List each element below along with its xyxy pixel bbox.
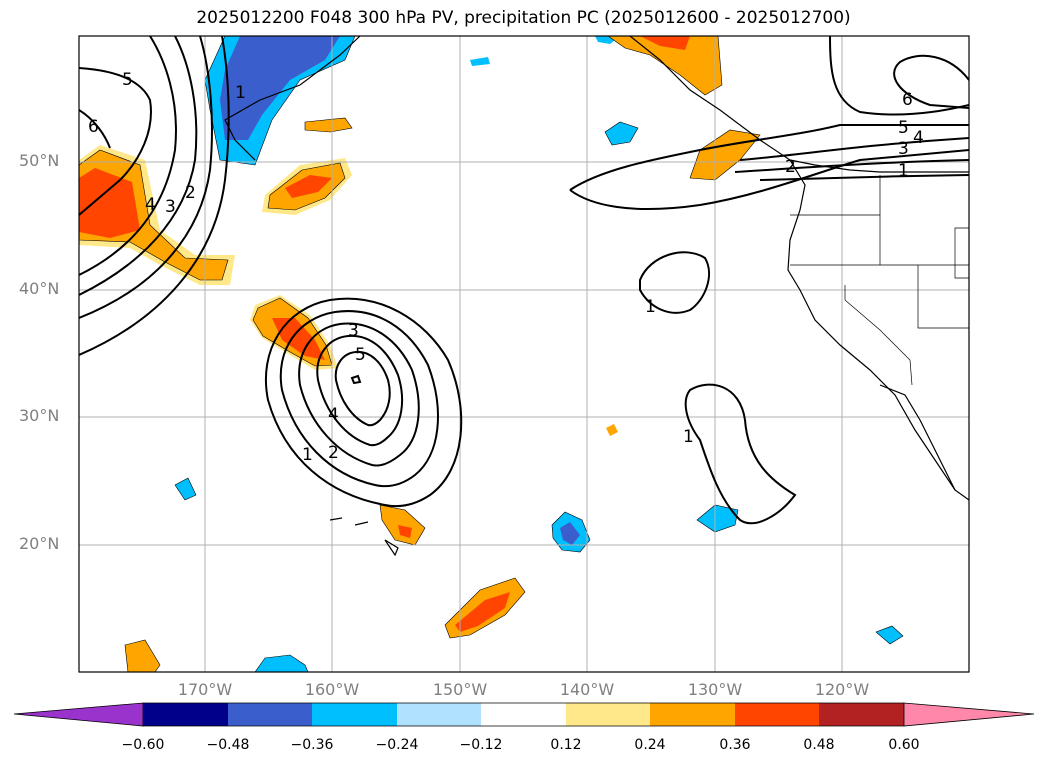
pv-contours	[79, 36, 969, 525]
colorbar-tick-label: 0.24	[634, 737, 666, 753]
contour-label: 3	[165, 197, 176, 217]
coastlines	[224, 36, 969, 557]
state-borders	[790, 175, 969, 386]
colorbar-swatch	[228, 703, 312, 726]
map-title: 2025012200 F048 300 hPa PV, precipitatio…	[196, 8, 851, 28]
colorbar-tick-label: −0.48	[206, 737, 250, 753]
contour-label: 5	[898, 118, 909, 138]
contour-label: 2	[185, 183, 196, 203]
longitude-label: 150°W	[432, 680, 488, 699]
latitude-label: 30°N	[19, 406, 60, 425]
colorbar-swatch	[819, 703, 904, 726]
contour-label: 3	[348, 321, 359, 341]
contour-label: 1	[302, 445, 313, 465]
colorbar-tick-label: 0.12	[550, 737, 582, 753]
colorbar-tick-label: 0.48	[803, 737, 835, 753]
colorbar	[13, 702, 1035, 727]
contour-label: 4	[145, 195, 156, 215]
contour-label: 5	[122, 70, 133, 90]
contour-label: 1	[683, 427, 694, 447]
contour-label: 1	[645, 297, 656, 317]
longitude-label: 130°W	[687, 680, 743, 699]
contour-label: 4	[328, 405, 339, 425]
longitude-label: 170°W	[177, 680, 233, 699]
contour-label: 6	[902, 90, 913, 110]
colorbar-tick-label: 0.60	[888, 737, 920, 753]
latitude-label: 20°N	[19, 534, 60, 553]
contour-label-group: 5 6 4 3 2 1 3 5 4 2 1 1 1 6 5 4 3 1 2	[88, 70, 924, 465]
contour-label: 5	[355, 345, 366, 365]
contour-label: 2	[785, 157, 796, 177]
colorbar-swatch	[566, 703, 650, 726]
contour-label: 6	[88, 117, 99, 137]
colorbar-tick-label: 0.36	[719, 737, 751, 753]
contour-label: 4	[913, 128, 924, 148]
colorbar-swatch	[397, 703, 481, 726]
colorbar-swatch	[481, 703, 566, 726]
contour-label: 2	[328, 443, 339, 463]
contour-label: 1	[898, 161, 909, 181]
longitude-label: 120°W	[814, 680, 870, 699]
map-frame	[78, 35, 970, 673]
colorbar-swatch	[650, 703, 735, 726]
colorbar-swatch	[735, 703, 819, 726]
colorbar-swatch	[13, 702, 144, 727]
contour-label: 3	[898, 139, 909, 159]
colorbar-swatch	[903, 702, 1035, 727]
latitude-label: 40°N	[19, 279, 60, 298]
contour-label: 1	[235, 83, 246, 103]
colorbar-tick-label: −0.60	[121, 737, 165, 753]
colorbar-tick-label: −0.12	[459, 737, 503, 753]
colorbar-tick-label: −0.24	[375, 737, 419, 753]
longitude-label: 160°W	[304, 680, 360, 699]
latitude-label: 50°N	[19, 151, 60, 170]
colorbar-tick-label: −0.36	[290, 737, 334, 753]
longitude-label: 140°W	[559, 680, 615, 699]
colorbar-swatch	[143, 703, 228, 726]
colorbar-swatch	[312, 703, 397, 726]
